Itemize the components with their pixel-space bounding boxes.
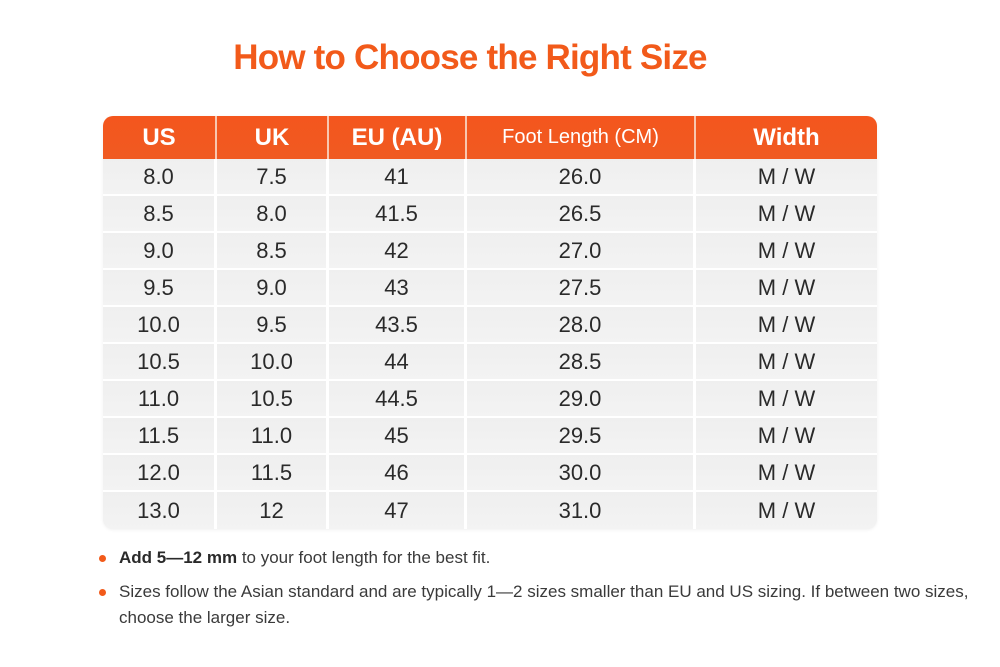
cell-uk: 8.0 [217,196,329,231]
cell-eu: 44.5 [329,381,467,416]
cell-width: M / W [757,422,816,448]
cell-width: M / W [757,459,816,485]
table-row: 13.0 12 47 31.0 M / W [103,492,877,529]
note-text: to your foot length for the best fit. [237,548,491,567]
cell-uk: 12 [217,492,329,529]
cell-width: M / W [757,385,816,411]
cell-foot-length: 27.0 [467,233,696,268]
table-row: 9.5 9.0 43 27.5 M / W [103,270,877,307]
cell-uk: 11.5 [217,455,329,490]
cell-uk: 9.0 [217,270,329,305]
table-row: 9.0 8.5 42 27.0 M / W [103,233,877,270]
cell-width: M / W [757,311,816,337]
table-row: 10.5 10.0 44 28.5 M / W [103,344,877,381]
cell-eu: 42 [329,233,467,268]
cell-us: 11.0 [103,381,217,416]
cell-us: 9.5 [103,270,217,305]
cell-width: M / W [757,237,816,263]
cell-uk: 8.5 [217,233,329,268]
cell-foot-length: 31.0 [467,492,696,529]
cell-us: 10.0 [103,307,217,342]
table-body: 8.0 7.5 41 26.0 M / W 8.5 8.0 41.5 26.5 M / W 9.0 8… [103,159,877,529]
cell-us: 11.5 [103,418,217,453]
table-row: 11.5 11.0 45 29.5 M / W [103,418,877,455]
cell-us: 9.0 [103,233,217,268]
table-row: 8.0 7.5 41 26.0 M / W [103,159,877,196]
cell-width: M / W [757,274,816,300]
cell-us: 13.0 [103,492,217,529]
cell-foot-length: 26.0 [467,159,696,194]
cell-us: 8.0 [103,159,217,194]
header-width: Width [753,123,820,151]
note-text: Sizes follow the Asian standard and are … [119,582,969,627]
cell-uk: 7.5 [217,159,329,194]
cell-foot-length: 26.5 [467,196,696,231]
table-row: 12.0 11.5 46 30.0 M / W [103,455,877,492]
cell-eu: 41 [329,159,467,194]
cell-eu: 45 [329,418,467,453]
bullet-icon [99,555,106,562]
cell-eu: 43 [329,270,467,305]
cell-eu: 46 [329,455,467,490]
cell-us: 8.5 [103,196,217,231]
cell-uk: 10.0 [217,344,329,379]
table-row: 11.0 10.5 44.5 29.0 M / W [103,381,877,418]
cell-us: 12.0 [103,455,217,490]
cell-width: M / W [757,348,816,374]
cell-foot-length: 30.0 [467,455,696,490]
note-item: Add 5—12 mm to your foot length for the … [97,545,977,571]
cell-foot-length: 27.5 [467,270,696,305]
cell-width: M / W [757,497,816,523]
header-uk: UK [217,116,329,159]
cell-eu: 43.5 [329,307,467,342]
cell-eu: 41.5 [329,196,467,231]
cell-foot-length: 29.5 [467,418,696,453]
cell-foot-length: 28.0 [467,307,696,342]
table-header-row: US UK EU (AU) Foot Length (CM) Width [103,116,877,159]
note-item: Sizes follow the Asian standard and are … [97,579,977,631]
bullet-icon [99,589,106,596]
page-title: How to Choose the Right Size [233,38,707,77]
cell-eu: 47 [329,492,467,529]
header-foot-length: Foot Length (CM) [467,116,696,159]
cell-width: M / W [757,200,816,226]
cell-foot-length: 29.0 [467,381,696,416]
cell-foot-length: 28.5 [467,344,696,379]
header-us: US [103,116,217,159]
note-bold: Add 5—12 mm [119,548,238,567]
size-chart-table: US UK EU (AU) Foot Length (CM) Width 8.0… [103,116,877,529]
cell-uk: 11.0 [217,418,329,453]
table-row: 10.0 9.5 43.5 28.0 M / W [103,307,877,344]
sizing-notes: Add 5—12 mm to your foot length for the … [97,545,977,639]
table-row: 8.5 8.0 41.5 26.5 M / W [103,196,877,233]
cell-us: 10.5 [103,344,217,379]
cell-eu: 44 [329,344,467,379]
header-eu: EU (AU) [329,116,467,159]
cell-uk: 9.5 [217,307,329,342]
cell-width: M / W [757,163,816,189]
cell-uk: 10.5 [217,381,329,416]
